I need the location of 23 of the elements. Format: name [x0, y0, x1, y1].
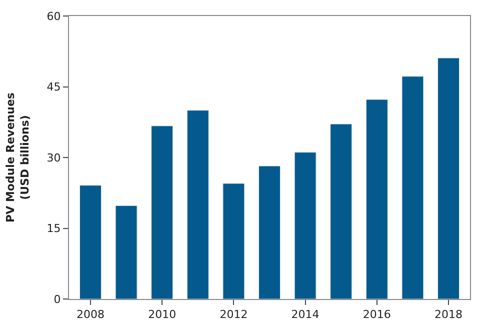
x-tick-label: 2018 — [434, 308, 463, 322]
x-tick-label: 2016 — [362, 308, 391, 322]
y-tick-label: 45 — [46, 80, 61, 94]
bar — [438, 58, 460, 299]
bar — [115, 205, 138, 299]
y-tick-label: 15 — [46, 222, 61, 236]
x-tick-label: 2012 — [220, 308, 248, 322]
bar — [402, 76, 424, 299]
y-tick-label: 0 — [54, 292, 61, 306]
bar — [258, 166, 280, 299]
x-tick-label: 2008 — [76, 308, 104, 322]
bar — [330, 124, 352, 299]
bar — [186, 110, 209, 299]
y-tick-label: 60 — [46, 10, 61, 23]
x-tick-label: 2010 — [148, 308, 176, 322]
bar — [366, 99, 388, 299]
y-axis-title: PV Module Revenues (USD billions) — [4, 92, 32, 222]
bar — [151, 126, 174, 299]
bar — [79, 185, 102, 299]
bar — [222, 183, 245, 299]
y-tick-label: 30 — [46, 151, 61, 164]
x-tick-label: 2014 — [291, 308, 320, 322]
bar — [294, 152, 316, 299]
